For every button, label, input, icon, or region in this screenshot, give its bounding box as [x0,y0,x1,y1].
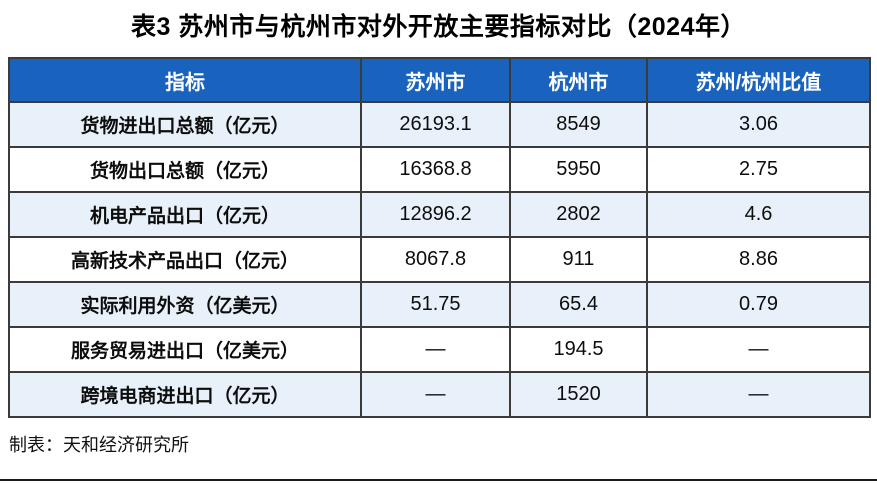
suzhou-value-cell: 26193.1 [360,101,511,148]
source-note: 制表：天和经济研究所 [9,435,189,455]
table-row: 机电产品出口（亿元） 12896.2 2802 4.6 [8,191,871,238]
suzhou-value-cell: 12896.2 [360,191,511,238]
table-row: 服务贸易进出口（亿美元） — 194.5 — [8,326,871,373]
ratio-value-cell: 2.75 [646,146,871,193]
header-ratio: 苏州/杭州比值 [646,57,871,103]
table-row: 实际利用外资（亿美元） 51.75 65.4 0.79 [8,281,871,328]
table-row: 高新技术产品出口（亿元） 8067.8 911 8.86 [8,236,871,283]
indicator-cell: 机电产品出口（亿元） [8,191,362,238]
table-row: 货物进出口总额（亿元） 26193.1 8549 3.06 [8,101,871,148]
header-hangzhou: 杭州市 [509,57,648,103]
table-row: 货物出口总额（亿元） 16368.8 5950 2.75 [8,146,871,193]
ratio-value-cell: — [646,326,871,373]
hangzhou-value-cell: 2802 [509,191,648,238]
suzhou-value-cell: 8067.8 [360,236,511,283]
header-indicator: 指标 [8,57,362,103]
hangzhou-value-cell: 8549 [509,101,648,148]
suzhou-value-cell: 51.75 [360,281,511,328]
indicator-cell: 实际利用外资（亿美元） [8,281,362,328]
suzhou-value-cell: — [360,371,511,418]
page: 表3 苏州市与杭州市对外开放主要指标对比（2024年） 指标 苏州市 杭州市 苏… [0,13,877,481]
hangzhou-value-cell: 65.4 [509,281,648,328]
indicator-cell: 服务贸易进出口（亿美元） [8,326,362,373]
hangzhou-value-cell: 911 [509,236,648,283]
indicator-cell: 货物出口总额（亿元） [8,146,362,193]
table-title: 表3 苏州市与杭州市对外开放主要指标对比（2024年） [131,13,746,41]
header-suzhou: 苏州市 [360,57,511,103]
suzhou-value-cell: 16368.8 [360,146,511,193]
indicator-cell: 跨境电商进出口（亿元） [8,371,362,418]
comparison-table: 指标 苏州市 杭州市 苏州/杭州比值 货物进出口总额（亿元） 26193.1 8… [8,57,871,418]
indicator-cell: 高新技术产品出口（亿元） [8,236,362,283]
hangzhou-value-cell: 194.5 [509,326,648,373]
suzhou-value-cell: — [360,326,511,373]
ratio-value-cell: 0.79 [646,281,871,328]
bottom-divider [0,479,877,481]
indicator-cell: 货物进出口总额（亿元） [8,101,362,148]
ratio-value-cell: 3.06 [646,101,871,148]
hangzhou-value-cell: 1520 [509,371,648,418]
header-row: 指标 苏州市 杭州市 苏州/杭州比值 [8,57,871,103]
ratio-value-cell: 8.86 [646,236,871,283]
ratio-value-cell: 4.6 [646,191,871,238]
hangzhou-value-cell: 5950 [509,146,648,193]
table-row: 跨境电商进出口（亿元） — 1520 — [8,371,871,418]
ratio-value-cell: — [646,371,871,418]
